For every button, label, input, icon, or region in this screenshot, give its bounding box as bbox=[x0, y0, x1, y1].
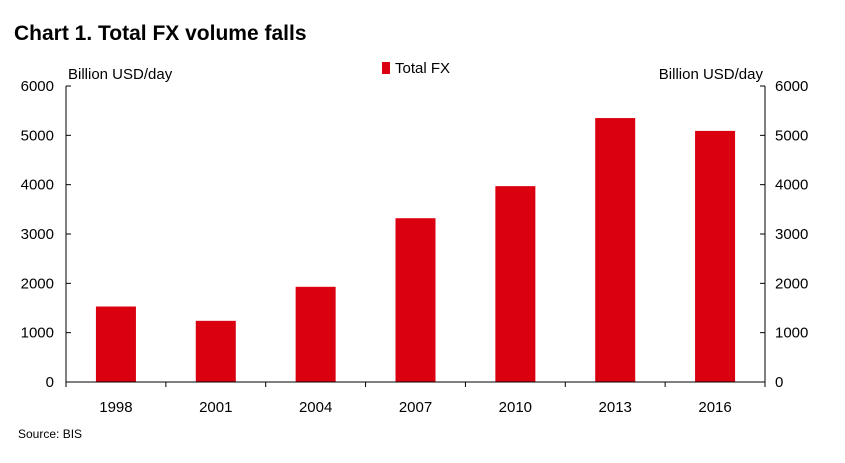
y-tick-label-right-2000: 2000 bbox=[775, 275, 808, 292]
y-tick-label-right-6000: 6000 bbox=[775, 78, 808, 95]
y-tick-label-right-3000: 3000 bbox=[775, 226, 808, 243]
bar-2013 bbox=[595, 118, 636, 383]
x-tick-label-2007: 2007 bbox=[399, 399, 432, 416]
bar-2016 bbox=[695, 130, 736, 382]
labels-group: 0 0 1000 1000 2000 2000 3000 3000 4000 4000 5000 50… bbox=[21, 78, 809, 416]
y-tick-label-right-1000: 1000 bbox=[775, 325, 808, 342]
y-tick-label-left-5000: 5000 bbox=[21, 127, 54, 144]
bar-2004 bbox=[295, 286, 336, 382]
y-axis-label-left: Billion USD/day bbox=[68, 66, 173, 83]
chart-title: Chart 1. Total FX volume falls bbox=[14, 22, 307, 45]
bar-1998 bbox=[95, 306, 136, 382]
x-tick-label-2013: 2013 bbox=[599, 399, 632, 416]
x-tick-label-2010: 2010 bbox=[499, 399, 532, 416]
y-tick-label-left-1000: 1000 bbox=[21, 325, 54, 342]
y-tick-label-right-4000: 4000 bbox=[775, 177, 808, 194]
y-tick-label-left-3000: 3000 bbox=[21, 226, 54, 243]
x-tick-label-2001: 2001 bbox=[199, 399, 232, 416]
y-tick-label-left-6000: 6000 bbox=[21, 78, 54, 95]
y-tick-label-left-0: 0 bbox=[46, 374, 54, 391]
y-tick-label-right-0: 0 bbox=[775, 374, 783, 391]
bar-2007 bbox=[395, 218, 436, 382]
x-tick-label-2016: 2016 bbox=[698, 399, 731, 416]
y-tick-label-left-4000: 4000 bbox=[21, 177, 54, 194]
legend-swatch bbox=[382, 62, 390, 74]
y-tick-label-left-2000: 2000 bbox=[21, 275, 54, 292]
x-tick-label-2004: 2004 bbox=[299, 399, 332, 416]
bars-group bbox=[95, 118, 736, 383]
y-axis-label-right: Billion USD/day bbox=[659, 66, 764, 83]
axes-group bbox=[65, 85, 766, 387]
bar-2001 bbox=[195, 320, 236, 382]
y-tick-label-right-5000: 5000 bbox=[775, 127, 808, 144]
bar-2010 bbox=[495, 186, 536, 382]
x-tick-label-1998: 1998 bbox=[99, 399, 132, 416]
source-note: Source: BIS bbox=[18, 427, 83, 441]
legend: Total FX bbox=[382, 60, 450, 77]
legend-label: Total FX bbox=[395, 60, 450, 77]
